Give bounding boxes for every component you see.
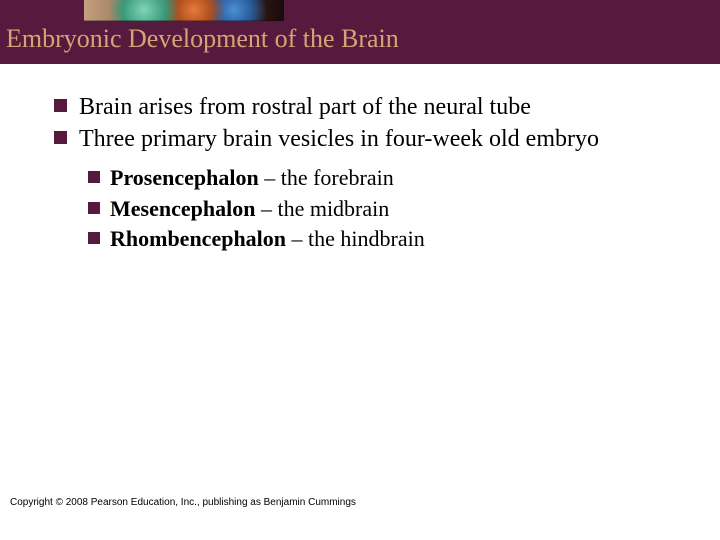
sub-list: Prosencephalon – the forebrain Mesenceph…: [88, 164, 674, 254]
sub-bullet-text: Prosencephalon – the forebrain: [110, 164, 394, 193]
square-bullet-icon: [88, 171, 100, 183]
list-item: Mesencephalon – the midbrain: [88, 195, 674, 224]
term-rest: – the midbrain: [255, 196, 389, 221]
term-bold: Prosencephalon: [110, 165, 259, 190]
term-bold: Mesencephalon: [110, 196, 255, 221]
square-bullet-icon: [88, 232, 100, 244]
term-rest: – the hindbrain: [286, 226, 425, 251]
square-bullet-icon: [88, 202, 100, 214]
page-title: Embryonic Development of the Brain: [6, 24, 399, 54]
bullet-text: Three primary brain vesicles in four-wee…: [79, 124, 599, 154]
list-item: Prosencephalon – the forebrain: [88, 164, 674, 193]
list-item: Three primary brain vesicles in four-wee…: [54, 124, 674, 154]
header-decorative-image: [84, 0, 284, 21]
list-item: Rhombencephalon – the hindbrain: [88, 225, 674, 254]
bullet-text: Brain arises from rostral part of the ne…: [79, 92, 531, 122]
square-bullet-icon: [54, 131, 67, 144]
term-rest: – the forebrain: [259, 165, 394, 190]
term-bold: Rhombencephalon: [110, 226, 286, 251]
list-item: Brain arises from rostral part of the ne…: [54, 92, 674, 122]
sub-bullet-text: Rhombencephalon – the hindbrain: [110, 225, 425, 254]
slide: Embryonic Development of the Brain Brain…: [0, 0, 720, 540]
sub-bullet-text: Mesencephalon – the midbrain: [110, 195, 389, 224]
content-area: Brain arises from rostral part of the ne…: [54, 92, 674, 256]
copyright-text: Copyright © 2008 Pearson Education, Inc.…: [10, 497, 356, 508]
square-bullet-icon: [54, 99, 67, 112]
